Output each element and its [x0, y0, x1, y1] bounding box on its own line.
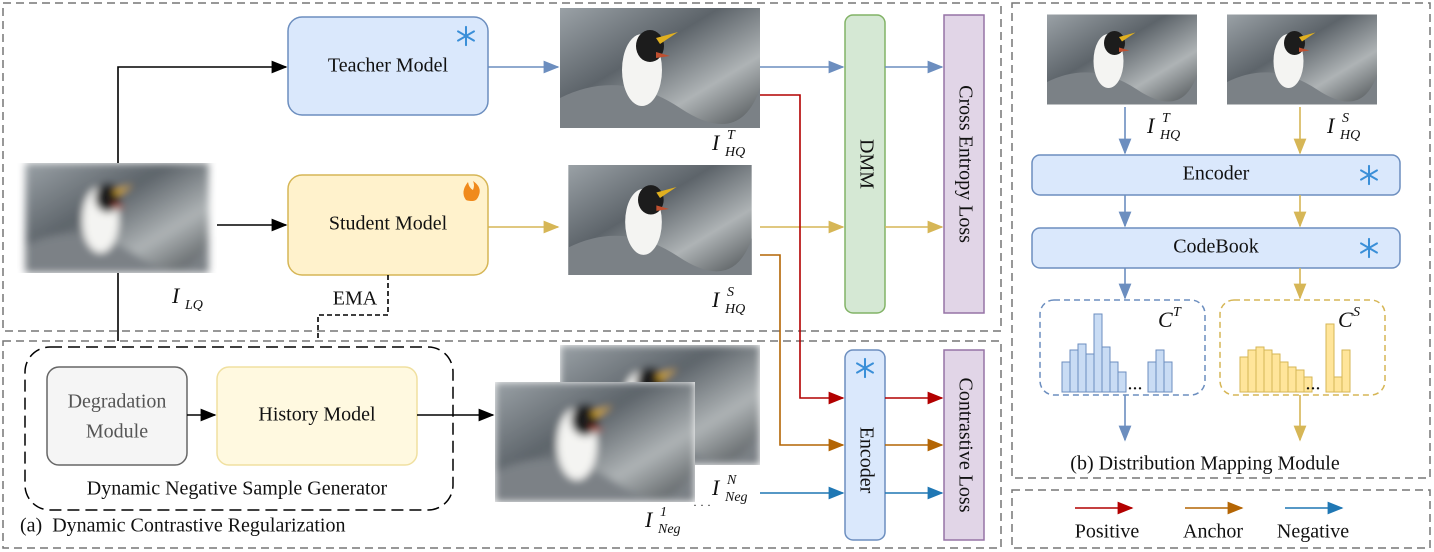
- hist-teacher-frame: [1039, 299, 1206, 396]
- contrastive-loss-label: Contrastive Loss: [954, 378, 976, 513]
- codebook-label: CodeBook: [1173, 236, 1259, 258]
- math-base: I: [1146, 113, 1156, 138]
- math-sub: HQ: [724, 302, 745, 317]
- hist-bar: [1147, 361, 1157, 393]
- generator-frame: [24, 346, 454, 511]
- b-student-image: [1227, 14, 1377, 105]
- legend-label: Positive: [1075, 521, 1140, 543]
- math-sub: Neg: [724, 490, 748, 505]
- teacher-box: [287, 16, 489, 116]
- contrastive-loss-box: [943, 349, 985, 541]
- hist-bar: [1303, 376, 1313, 393]
- hist-bar: [1239, 356, 1249, 393]
- math-base: C: [1338, 307, 1353, 332]
- math-sup: S: [1353, 305, 1360, 320]
- ce-loss-box: [943, 14, 985, 314]
- history-label: History Model: [258, 404, 376, 426]
- math-sub: Neg: [657, 522, 681, 537]
- panel-b-caption: (b) Distribution Mapping Module: [1070, 453, 1340, 475]
- neg-image-1: [495, 382, 695, 502]
- teacher-label: Teacher Model: [328, 55, 449, 77]
- trainable-icon: [463, 181, 480, 201]
- legend-label: Anchor: [1183, 521, 1243, 543]
- ema-label: EMA: [333, 288, 378, 310]
- hist-bar: [1077, 343, 1087, 393]
- hist-bar: [1255, 346, 1265, 393]
- hist-bar: [1325, 323, 1335, 393]
- hist-bar: [1085, 353, 1095, 393]
- math-sup: S: [1342, 111, 1349, 126]
- hq-teacher-image: [560, 8, 760, 128]
- math-base: C: [1158, 307, 1173, 332]
- generator-title: Dynamic Negative Sample Generator: [87, 478, 388, 500]
- hist-bar: [1093, 313, 1103, 393]
- student-label: Student Model: [329, 213, 448, 235]
- dmm-box: [844, 14, 886, 314]
- math-base: I: [644, 507, 654, 532]
- math-base: I: [711, 475, 721, 500]
- hq-student-image: [568, 165, 752, 275]
- math-base: I: [1326, 113, 1336, 138]
- hist-bar: [1163, 361, 1173, 393]
- hist-bar: [1069, 349, 1079, 393]
- histograms: [1061, 313, 1351, 393]
- hist-bar: [1247, 349, 1257, 393]
- panel-a-bottom-frame: [2, 340, 1002, 549]
- hist-bar: [1061, 361, 1071, 393]
- math-sup: N: [726, 473, 737, 488]
- degradation-label: Module: [86, 421, 148, 443]
- codebook-box: [1031, 227, 1401, 269]
- hist-bar: [1101, 346, 1111, 393]
- encoder-b-label: Encoder: [1183, 163, 1250, 185]
- arrows: [117, 60, 944, 500]
- arrows-b: [1118, 107, 1307, 442]
- hist-student-frame: [1219, 299, 1386, 396]
- ellipsis: · · ·: [693, 498, 711, 512]
- hist-bar: [1155, 349, 1165, 393]
- degradation-label: Degradation: [68, 391, 167, 413]
- math-base: I: [711, 287, 721, 312]
- hist-ellipsis: ...: [1306, 373, 1321, 395]
- hist-bar: [1263, 349, 1273, 393]
- lq-image: [25, 163, 209, 273]
- math-base: I: [711, 130, 721, 155]
- encoder-a-label: Encoder: [855, 427, 877, 494]
- hist-bar: [1109, 361, 1119, 393]
- math-base: I: [171, 283, 181, 308]
- math-sub: LQ: [184, 298, 203, 313]
- legend-label: Negative: [1277, 521, 1349, 543]
- panel-a-caption: (a) Dynamic Contrastive Regularization: [20, 515, 345, 537]
- b-teacher-image: [1047, 14, 1197, 105]
- math-sub: HQ: [1339, 128, 1360, 143]
- panel-a-top-frame: [2, 2, 1002, 332]
- hist-bar: [1295, 369, 1305, 393]
- hist-ellipsis: ...: [1128, 373, 1143, 395]
- legend-frame: [1011, 489, 1431, 549]
- math-sup: T: [1173, 305, 1182, 320]
- degradation-box: [46, 366, 188, 466]
- hist-bar: [1279, 361, 1289, 393]
- math-sup: 1: [660, 505, 667, 520]
- hist-bar: [1117, 371, 1127, 393]
- math-sup: T: [1162, 111, 1171, 126]
- hist-bar: [1333, 376, 1343, 393]
- hist-bar: [1271, 353, 1281, 393]
- math-sup: T: [727, 128, 736, 143]
- encoder-b-box: [1031, 154, 1401, 196]
- hist-bar: [1341, 349, 1351, 393]
- math-sub: HQ: [1159, 128, 1180, 143]
- math-sup: S: [727, 285, 734, 300]
- panel-b-frame: [1011, 2, 1431, 479]
- hist-bar: [1287, 366, 1297, 393]
- dmm-label: DMM: [855, 139, 877, 189]
- ce-loss-label: Cross Entropy Loss: [954, 85, 976, 243]
- history-box: [216, 366, 418, 466]
- math-sub: HQ: [724, 145, 745, 160]
